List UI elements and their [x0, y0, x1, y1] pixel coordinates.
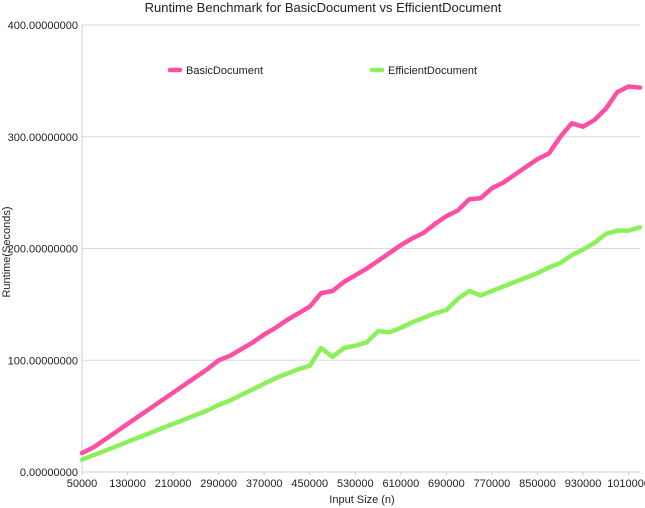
- x-tick-label: 130000: [109, 478, 146, 490]
- x-tick-label: 50000: [67, 478, 98, 490]
- legend: BasicDocument EfficientDocument: [167, 65, 477, 77]
- chart-title: Runtime Benchmark for BasicDocument vs E…: [145, 0, 502, 15]
- y-tick-label: 100.00000000: [8, 355, 78, 367]
- x-axis-ticks: 50000 130000 210000 290000 370000 450000 53000…: [67, 472, 645, 490]
- x-tick-label: 370000: [246, 478, 283, 490]
- x-tick-label: 850000: [519, 478, 556, 490]
- y-axis-title: Runtime(Seconds): [1, 206, 13, 297]
- y-tick-label: 300.00000000: [8, 132, 78, 144]
- y-axis-ticks: 0.00000000 100.00000000 200.00000000 300.00…: [8, 20, 78, 479]
- y-tick-label: 0.00000000: [20, 467, 78, 479]
- x-tick-label: 210000: [155, 478, 192, 490]
- x-tick-label: 450000: [291, 478, 328, 490]
- x-tick-label: 1010000: [607, 478, 645, 490]
- legend-label: BasicDocument: [186, 65, 263, 77]
- x-axis-title: Input Size (n): [329, 494, 394, 506]
- x-tick-label: 770000: [474, 478, 511, 490]
- series-lines: [79, 84, 643, 462]
- legend-label: EfficientDocument: [388, 65, 477, 77]
- x-tick-label: 530000: [337, 478, 374, 490]
- y-tick-label: 200.00000000: [8, 244, 78, 256]
- gridlines: [82, 24, 640, 361]
- series-line-efficientdocument: [79, 225, 643, 462]
- x-tick-label: 290000: [200, 478, 237, 490]
- axes: [81, 25, 640, 473]
- y-tick-label: 400.00000000: [8, 20, 78, 32]
- x-tick-label: 690000: [428, 478, 465, 490]
- x-tick-label: 930000: [565, 478, 602, 490]
- x-tick-label: 610000: [382, 478, 419, 490]
- series-line-basicdocument: [79, 84, 643, 456]
